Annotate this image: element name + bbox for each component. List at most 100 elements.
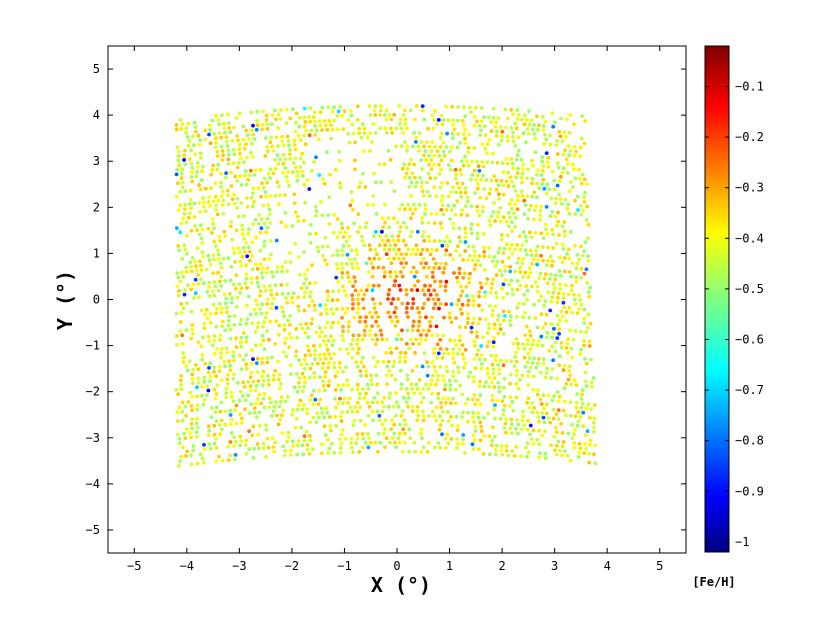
star-point xyxy=(191,367,196,372)
star-point xyxy=(574,266,579,271)
star-point xyxy=(179,311,184,315)
star-point xyxy=(423,212,427,216)
star-point xyxy=(179,454,184,459)
star-point xyxy=(426,288,431,293)
star-point xyxy=(433,369,438,374)
star-point xyxy=(471,447,476,451)
star-point xyxy=(436,391,441,396)
star-point xyxy=(235,206,240,210)
star-point xyxy=(434,261,438,266)
star-point xyxy=(439,405,444,410)
x-tick-label: 5 xyxy=(656,559,663,573)
star-point xyxy=(449,437,454,441)
star-point xyxy=(521,414,526,418)
star-point xyxy=(441,118,446,122)
x-tick-label: −2 xyxy=(285,559,299,573)
star-point xyxy=(397,207,402,212)
star-point xyxy=(551,331,556,336)
star-point xyxy=(446,396,451,401)
star-point xyxy=(573,427,577,432)
star-point xyxy=(428,292,433,297)
star-point xyxy=(585,429,590,433)
star-point xyxy=(212,338,217,343)
star-point xyxy=(426,297,431,302)
star-point xyxy=(208,379,213,384)
star-point xyxy=(527,405,532,410)
star-point xyxy=(383,418,388,423)
star-point xyxy=(338,230,342,235)
star-point xyxy=(527,356,532,360)
star-point xyxy=(492,385,497,389)
star-point xyxy=(256,320,261,325)
star-point xyxy=(514,359,519,364)
star-point xyxy=(249,276,254,281)
star-point xyxy=(216,257,221,261)
star-point xyxy=(217,454,221,459)
star-point xyxy=(394,346,399,351)
star-point xyxy=(305,362,309,367)
star-point xyxy=(238,340,243,345)
star-point xyxy=(210,343,215,347)
star-point xyxy=(554,430,559,435)
star-point xyxy=(247,258,252,263)
star-point xyxy=(458,239,463,244)
star-point xyxy=(189,336,194,341)
colorbar-tick-label: −0.7 xyxy=(735,383,764,397)
star-point xyxy=(582,307,587,312)
star-point xyxy=(190,269,194,274)
star-point xyxy=(567,153,571,158)
star-point xyxy=(203,209,208,214)
star-point xyxy=(176,293,181,298)
star-point xyxy=(254,262,258,267)
star-point xyxy=(383,220,387,225)
star-point xyxy=(269,292,274,297)
star-point xyxy=(261,185,266,190)
star-point xyxy=(456,298,461,302)
star-point xyxy=(189,287,194,292)
star-point xyxy=(550,210,555,214)
star-point xyxy=(233,286,238,291)
star-point xyxy=(532,132,536,136)
star-point xyxy=(259,194,263,199)
star-point xyxy=(494,178,499,183)
star-point xyxy=(201,402,206,407)
star-point xyxy=(283,336,288,341)
star-point xyxy=(552,178,557,183)
star-point xyxy=(480,308,484,312)
star-point xyxy=(446,194,451,199)
star-point xyxy=(378,328,383,333)
star-point xyxy=(542,406,546,411)
star-point xyxy=(330,343,335,347)
star-point xyxy=(260,360,264,365)
star-point xyxy=(537,357,541,361)
star-point xyxy=(308,240,313,245)
star-point xyxy=(419,140,424,144)
star-point xyxy=(530,410,535,415)
star-point xyxy=(343,437,348,441)
star-point xyxy=(511,341,516,346)
star-point xyxy=(407,184,412,189)
star-point xyxy=(253,168,258,173)
star-point xyxy=(264,113,269,118)
star-point xyxy=(462,271,467,276)
star-point xyxy=(348,203,353,208)
star-point xyxy=(449,158,454,163)
star-point xyxy=(504,430,508,435)
star-point xyxy=(451,221,456,226)
star-point xyxy=(493,358,498,363)
star-point xyxy=(380,216,385,221)
star-point xyxy=(375,409,380,414)
star-point xyxy=(195,385,199,390)
star-point xyxy=(206,200,211,204)
star-point xyxy=(190,170,194,175)
star-point xyxy=(310,317,315,321)
star-point xyxy=(285,179,290,184)
star-point xyxy=(455,145,460,150)
star-point xyxy=(459,284,463,289)
star-point xyxy=(539,334,544,339)
star-point xyxy=(503,107,508,112)
star-point xyxy=(578,352,582,356)
star-point xyxy=(541,114,545,119)
star-point xyxy=(268,284,272,288)
star-point xyxy=(214,203,219,208)
